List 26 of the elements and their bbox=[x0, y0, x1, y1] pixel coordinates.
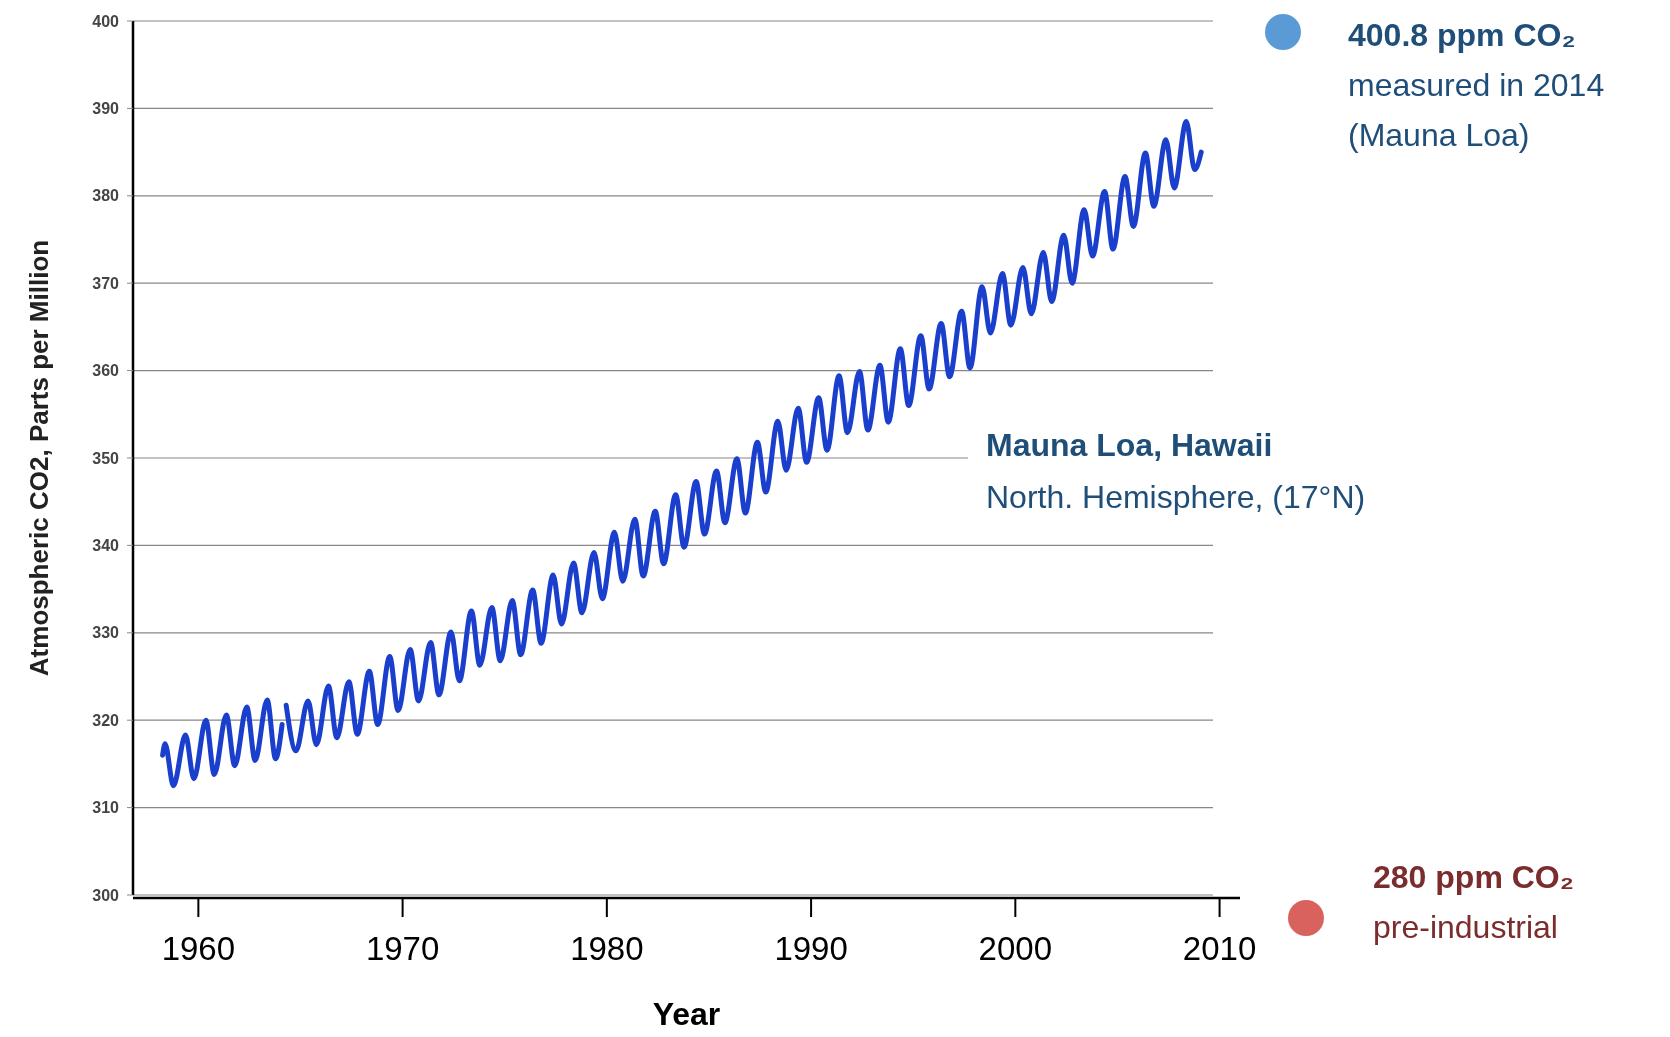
y-tick-label: 300 bbox=[92, 886, 120, 904]
text: 280 ppm CO₂ bbox=[1373, 859, 1574, 895]
x-tick-label: 1980 bbox=[570, 930, 644, 967]
annotation: Mauna Loa, Hawaii bbox=[986, 427, 1273, 463]
y-tick-label: 360 bbox=[92, 362, 120, 380]
x-tick-label: 2010 bbox=[1182, 930, 1257, 967]
text: 400.8 ppm CO₂ bbox=[1348, 17, 1576, 53]
text: measured in 2014 bbox=[1348, 67, 1605, 103]
y-tick-label: 310 bbox=[92, 799, 120, 817]
y-tick-label: 400 bbox=[92, 12, 120, 30]
y-tick-label: 380 bbox=[92, 187, 120, 205]
x-axis-title: Year bbox=[652, 996, 721, 1032]
y-tick-label: 390 bbox=[92, 100, 120, 117]
text: (Mauna Loa) bbox=[1348, 117, 1530, 153]
x-tick-label: 1970 bbox=[365, 930, 440, 967]
x-tick-label: 1990 bbox=[774, 930, 848, 967]
x-tick-label: 1960 bbox=[161, 930, 236, 967]
x-tick-label: 2000 bbox=[978, 930, 1053, 967]
annotation: North. Hemisphere, (17°N) bbox=[986, 479, 1366, 515]
y-tick-label: 370 bbox=[92, 274, 120, 292]
y-tick-label: 330 bbox=[92, 624, 120, 642]
text: pre-industrial bbox=[1373, 909, 1558, 945]
y-tick-label: 350 bbox=[92, 449, 120, 467]
y-tick-label: 340 bbox=[92, 537, 120, 554]
y-tick-label: 320 bbox=[92, 711, 120, 729]
y-axis-title: Atmospheric CO2, Parts per Million bbox=[24, 239, 54, 677]
